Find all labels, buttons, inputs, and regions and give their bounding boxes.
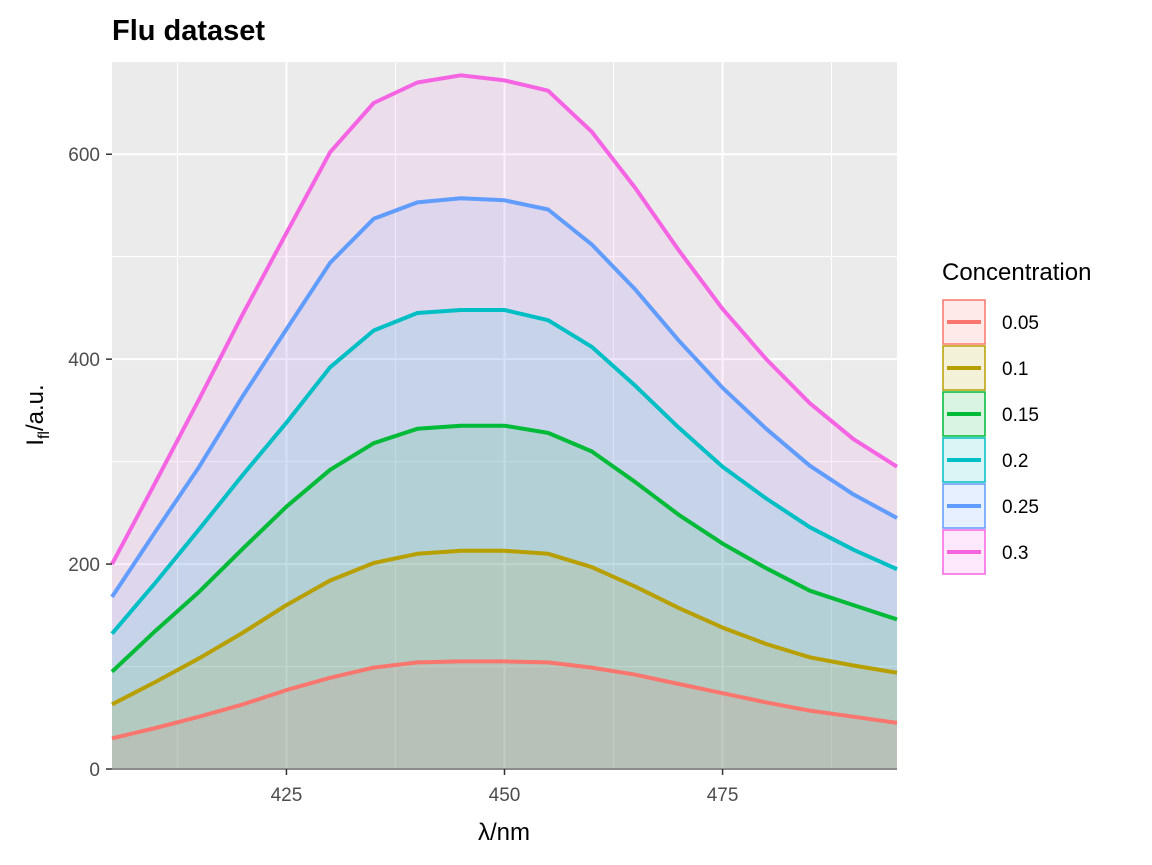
y-axis-title-sub: fl <box>36 431 53 439</box>
line-0.1 <box>111 548 898 707</box>
y-axis-title-rest: /a.u. <box>22 384 49 431</box>
y-tick-label: 600 <box>68 145 100 166</box>
legend-label-0.1: 0.1 <box>1002 359 1028 380</box>
series-lines <box>110 73 899 741</box>
area-0.3 <box>112 75 897 770</box>
x-tick-label: 475 <box>707 785 739 806</box>
line-0.25 <box>110 196 898 599</box>
legend-label-0.05: 0.05 <box>1002 313 1039 334</box>
line-0.2 <box>110 308 898 635</box>
area-0.2 <box>112 310 897 769</box>
x-tick-label: 425 <box>271 785 303 806</box>
line-0.15 <box>110 423 898 674</box>
y-axis-ticks: 0 200 400 600 <box>68 145 112 781</box>
legend-label-0.2: 0.2 <box>1002 451 1028 472</box>
legend-label-0.3: 0.3 <box>1002 543 1028 564</box>
legend-label-0.25: 0.25 <box>1002 497 1039 518</box>
legend-label-0.15: 0.15 <box>1002 405 1039 426</box>
x-axis-ticks: 425 450 475 <box>271 769 739 806</box>
y-tick-label: 0 <box>89 760 100 781</box>
x-tick-label: 450 <box>489 785 521 806</box>
area-0.05 <box>112 661 897 769</box>
x-axis-title: λ/nm <box>478 819 530 846</box>
line-0.3 <box>110 73 899 566</box>
y-tick-label: 400 <box>68 350 100 371</box>
chart-title: Flu dataset <box>112 15 265 47</box>
y-axis-title-main: I <box>22 439 49 446</box>
y-axis-title: Ifl/a.u. <box>22 384 53 445</box>
legend: 0.05 0.1 0.15 0.2 0.25 0.3 <box>942 299 1039 575</box>
y-tick-label: 200 <box>68 555 100 576</box>
area-0.25 <box>112 198 897 770</box>
line-0.05 <box>111 659 898 741</box>
legend-title: Concentration <box>942 259 1091 286</box>
